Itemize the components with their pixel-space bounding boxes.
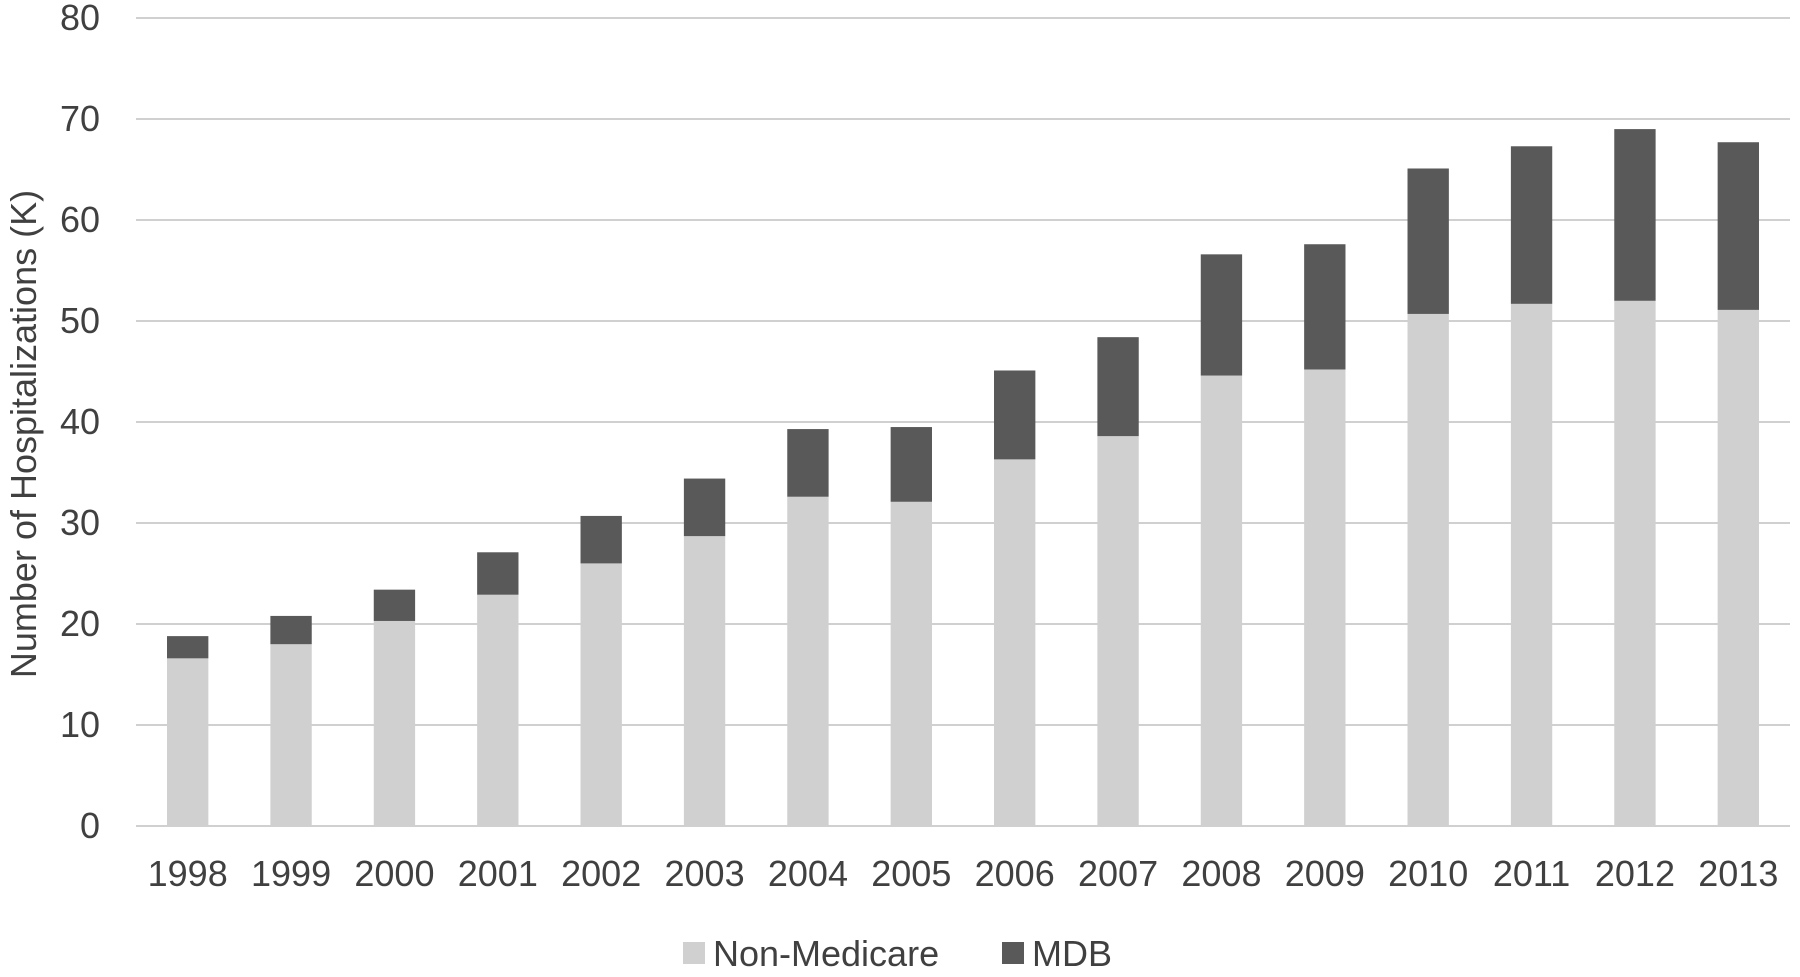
legend-label: Non-Medicare	[713, 933, 939, 974]
bar-mdb-2007	[1097, 337, 1139, 437]
x-tick-label: 2004	[768, 853, 848, 894]
bar-non-medicare-2003	[683, 536, 726, 826]
bar-mdb-2000	[373, 589, 416, 621]
x-tick-label: 2007	[1078, 853, 1158, 894]
bar-mdb-2003	[683, 478, 726, 537]
bar-non-medicare-1999	[270, 644, 312, 826]
legend-item-mdb: MDB	[1002, 933, 1112, 974]
x-tick-label: 2000	[354, 853, 434, 894]
bar-mdb-2013	[1717, 142, 1759, 310]
y-tick-label: 20	[60, 603, 100, 644]
bar-mdb-2012	[1614, 129, 1656, 301]
x-tick-label: 1999	[251, 853, 331, 894]
x-tick-label: 2005	[871, 853, 951, 894]
bar-mdb-2002	[580, 515, 622, 564]
bar-non-medicare-2002	[580, 563, 622, 826]
bar-non-medicare-2004	[787, 496, 829, 826]
bar-mdb-2008	[1200, 254, 1243, 376]
x-tick-label: 2008	[1181, 853, 1261, 894]
bar-non-medicare-2012	[1614, 300, 1656, 826]
bar-mdb-2001	[477, 552, 519, 595]
legend: Non-Medicare MDB	[683, 933, 1112, 974]
bar-non-medicare-2010	[1407, 313, 1449, 826]
x-tick-label: 2001	[458, 853, 538, 894]
x-tick-label: 2002	[561, 853, 641, 894]
bar-non-medicare-2009	[1304, 369, 1346, 826]
bar-mdb-1999	[270, 615, 312, 645]
bar-non-medicare-2013	[1717, 309, 1759, 826]
bar-mdb-2006	[994, 370, 1036, 460]
y-tick-label: 0	[80, 805, 100, 846]
legend-item-non-medicare: Non-Medicare	[683, 933, 939, 974]
x-tick-label: 2013	[1698, 853, 1778, 894]
x-tick-label: 2006	[975, 853, 1055, 894]
bar-non-medicare-2011	[1510, 303, 1553, 827]
x-tick-label: 2011	[1493, 853, 1570, 894]
bar-non-medicare-2008	[1200, 375, 1243, 826]
bar-mdb-2010	[1407, 168, 1449, 314]
bar-mdb-2011	[1510, 146, 1553, 304]
bar-mdb-2004	[787, 429, 829, 497]
bar-non-medicare-2007	[1097, 436, 1139, 826]
y-tick-label: 60	[60, 199, 100, 240]
y-tick-label: 80	[60, 0, 100, 38]
y-tick-label: 70	[60, 98, 100, 139]
bar-mdb-2005	[890, 427, 932, 502]
y-axis-ticks: 0 10 20 30 40 50 60 70 80	[60, 0, 100, 846]
bar-non-medicare-2001	[477, 594, 519, 826]
x-tick-label: 2003	[665, 853, 745, 894]
bar-non-medicare-2000	[373, 620, 416, 826]
x-tick-label: 2012	[1595, 853, 1675, 894]
bar-mdb-2009	[1304, 244, 1346, 370]
legend-label: MDB	[1032, 933, 1112, 974]
bar-mdb-1998	[167, 636, 209, 659]
x-tick-label: 2010	[1388, 853, 1468, 894]
x-axis-ticks: 1998 1999 2000 2001 2002 2003 2004 2005 2006 2007…	[148, 853, 1779, 894]
y-tick-label: 40	[60, 401, 100, 442]
x-tick-label: 1998	[148, 853, 228, 894]
y-tick-label: 10	[60, 704, 100, 745]
legend-swatch	[683, 942, 705, 964]
bars	[167, 129, 1759, 827]
bar-non-medicare-2006	[994, 459, 1036, 826]
x-tick-label: 2009	[1285, 853, 1365, 894]
bar-non-medicare-1998	[167, 658, 209, 826]
legend-swatch	[1002, 942, 1024, 964]
y-tick-label: 50	[60, 300, 100, 341]
y-tick-label: 30	[60, 502, 100, 543]
y-axis-title: Number of Hospitalizations (K)	[3, 190, 44, 678]
bar-non-medicare-2005	[890, 501, 932, 826]
